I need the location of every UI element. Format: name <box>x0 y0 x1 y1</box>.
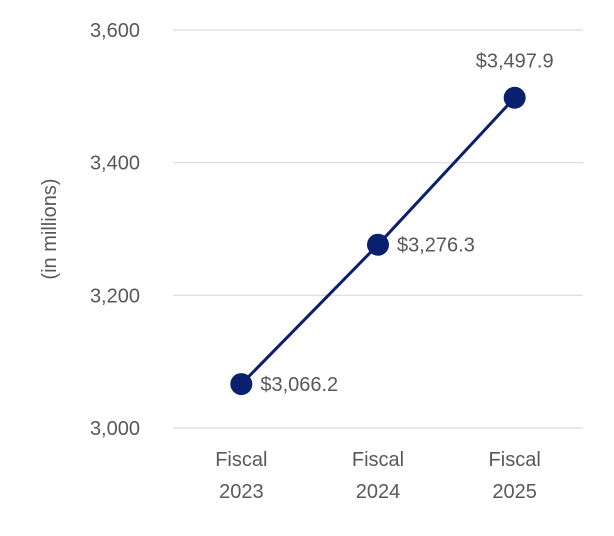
x-tick-label: Fiscal 2024 <box>352 449 404 503</box>
y-axis-ticks: 3,000 3,200 3,400 3,600 <box>90 20 140 440</box>
x-axis-ticks: Fiscal 2023 Fiscal 2024 Fiscal 2025 <box>215 449 541 503</box>
data-label: $3,066.2 <box>260 374 338 396</box>
gridlines <box>173 29 583 429</box>
x-tick-label: Fiscal 2025 <box>489 449 541 503</box>
series-group: $3,066.2 $3,276.3 $3,497.9 <box>230 51 554 396</box>
data-label: $3,497.9 <box>476 51 554 73</box>
data-label: $3,276.3 <box>397 235 475 257</box>
data-point <box>367 233 389 256</box>
y-tick-label: 3,600 <box>90 20 140 42</box>
x-tick-label: Fiscal 2023 <box>215 449 267 503</box>
y-tick-label: 3,400 <box>90 153 140 175</box>
y-tick-label: 3,000 <box>90 418 140 440</box>
y-tick-label: 3,200 <box>90 285 140 307</box>
data-point <box>230 373 253 396</box>
y-axis-title: (in millions) <box>39 178 61 279</box>
data-point <box>503 86 526 109</box>
